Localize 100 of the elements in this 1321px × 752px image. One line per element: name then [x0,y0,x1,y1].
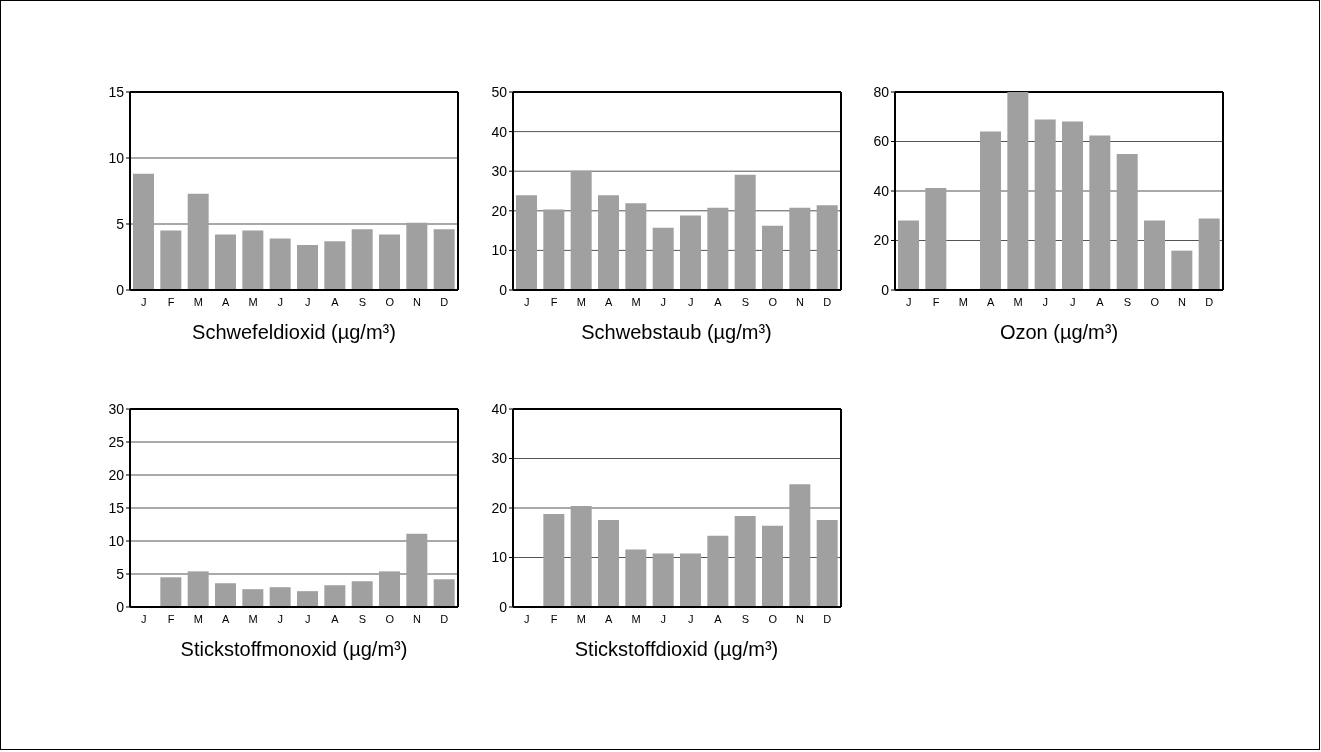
x-tick-label: J [687,295,693,308]
x-tick-label: N [1178,295,1187,308]
x-tick-label: D [440,612,449,625]
y-tick-label: 20 [873,232,890,249]
x-tick-label: A [713,612,722,625]
bar [788,207,810,290]
bar [160,577,182,607]
bar [706,535,728,607]
x-tick-label: A [331,612,340,625]
x-tick-label: J [140,612,147,625]
bar [898,220,920,290]
y-tick-label: 10 [108,149,125,166]
bar [187,193,209,290]
y-tick-label: 15 [108,83,125,100]
y-tick-label: 5 [116,565,125,582]
bar [597,195,619,290]
y-tick-label: 10 [490,242,507,259]
x-tick-label: O [385,295,395,308]
bar [351,229,373,290]
bar [788,484,810,607]
bar [1171,250,1193,290]
bar [925,188,947,290]
y-tick-label: 50 [490,83,507,100]
x-axis-title: Ozon (µg/m³) [998,320,1120,344]
bar [187,571,209,607]
y-tick-label: 20 [490,202,507,219]
bar [433,579,455,607]
y-tick-label: 5 [116,215,125,232]
y-tick-label: 30 [108,400,125,417]
bar [570,170,592,290]
x-tick-label: S [1123,295,1132,308]
x-tick-label: J [687,612,693,625]
bar [597,519,619,607]
y-tick-label: 30 [490,163,507,180]
x-tick-label: A [331,295,340,308]
y-tick-label: 30 [490,450,507,467]
bar [542,513,564,607]
x-tick-label: M [630,612,641,625]
bar [652,227,674,290]
y-tick-label: 0 [498,598,507,615]
x-tick-label: J [277,612,284,625]
x-tick-label: S [741,295,749,308]
bar [133,173,155,290]
bar [160,230,182,290]
y-tick-label: 60 [873,133,890,150]
bar [679,553,701,607]
x-tick-label: F [932,295,940,308]
x-axis-title: Stickstoffdioxid (µg/m³) [573,637,780,661]
x-tick-label: S [358,612,367,625]
y-tick-label: 10 [490,549,507,566]
x-tick-label: S [358,295,367,308]
y-tick-label: 25 [108,433,125,450]
y-tick-label: 20 [490,499,507,516]
x-tick-label: M [248,612,258,625]
x-tick-label: D [822,295,831,308]
x-tick-label: J [660,612,666,625]
bar [1007,92,1029,290]
x-tick-label: O [767,612,777,625]
bar [351,581,373,607]
x-tick-label: D [822,612,831,625]
y-tick-label: 15 [108,499,125,516]
x-tick-label: M [576,295,586,308]
bar [542,209,564,290]
bar [1089,135,1111,290]
x-tick-label: N [795,612,804,625]
x-tick-label: A [221,612,230,625]
x-tick-label: F [167,295,175,308]
x-tick-label: M [248,295,258,308]
bar [215,234,237,290]
y-tick-label: 80 [873,83,890,100]
bar [297,245,319,290]
bar [269,587,291,607]
x-tick-label: N [795,295,804,308]
y-tick-label: 40 [490,123,507,140]
x-tick-label: F [550,295,558,308]
bar [816,205,838,290]
bar [734,174,756,290]
y-tick-label: 20 [108,466,125,483]
x-axis-title: Stickstoffmonoxid (µg/m³) [179,637,409,661]
x-axis-title: Schwefeldioxid (µg/m³) [191,320,397,344]
bar [980,131,1002,290]
x-tick-label: J [277,295,284,308]
x-tick-label: J [1069,295,1076,308]
x-tick-label: A [221,295,230,308]
y-tick-label: 40 [873,182,890,199]
bar [761,525,783,607]
bar [406,222,428,290]
x-tick-label: D [1205,295,1214,308]
x-tick-label: M [193,612,203,625]
bar [1116,153,1138,290]
bar [269,238,291,290]
bar [515,195,537,290]
x-tick-label: M [958,295,968,308]
bar [1062,121,1084,290]
x-tick-label: J [660,295,666,308]
bar [652,553,674,607]
x-tick-label: J [905,295,912,308]
x-tick-label: A [604,612,613,625]
y-tick-label: 40 [490,400,507,417]
bar [215,583,237,607]
